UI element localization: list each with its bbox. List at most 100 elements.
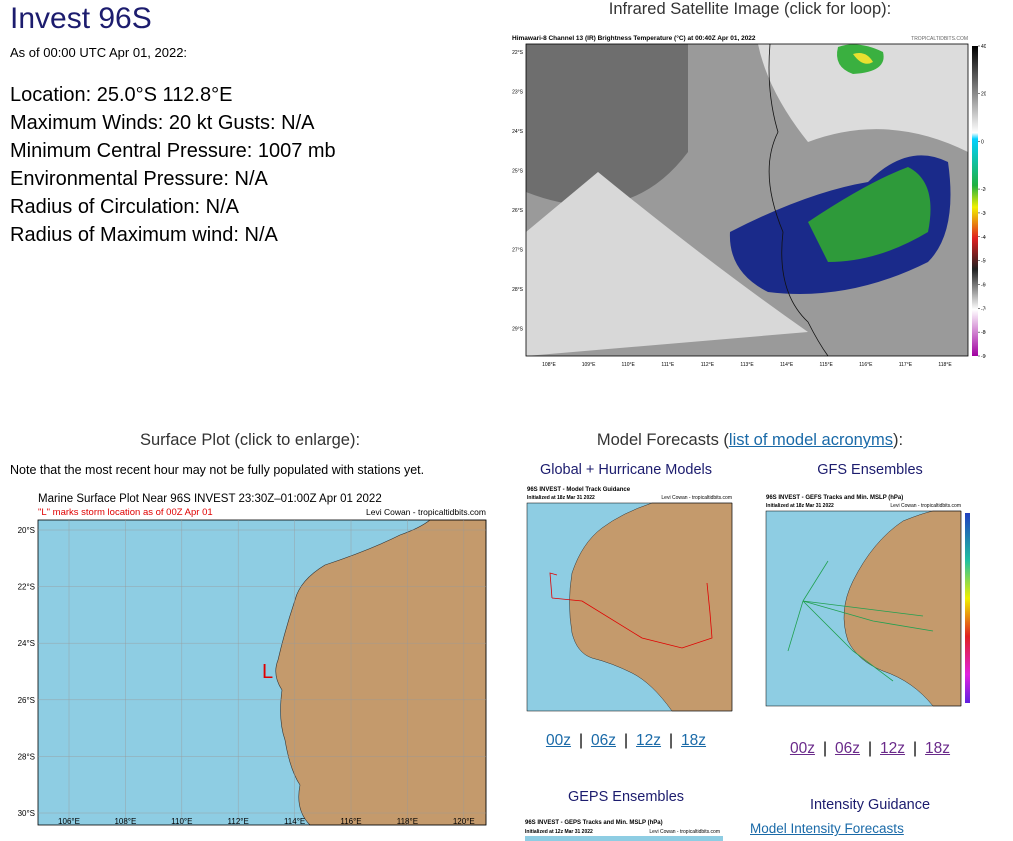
colorbar-label: -30 [981, 211, 986, 217]
detail: Environmental Pressure: N/A [10, 168, 268, 190]
gfs-tracks-image[interactable]: 96S INVEST - GEFS Tracks and Min. MSLP (… [763, 491, 975, 711]
intensity-title: Intensity Guidance [809, 797, 931, 813]
geps-tracks-image[interactable]: 96S INVEST - GEPS Tracks and Min. MSLP (… [522, 815, 727, 841]
run-link[interactable]: 00z [789, 740, 815, 757]
lon-label: 112°E [228, 817, 249, 826]
image-init: Initialized at 18z Mar 31 2022 [766, 503, 834, 509]
image-title: Marine Surface Plot Near 96S INVEST 23:3… [38, 493, 382, 505]
colorbar-label: -80 [981, 330, 986, 336]
lon-label: 106°E [58, 817, 80, 826]
lon-label: 108°E [542, 362, 556, 368]
lat-label: 28°S [18, 752, 35, 761]
colorbar [965, 513, 970, 703]
lon-label: 118°E [397, 817, 418, 826]
image-title: 96S INVEST - Model Track Guidance [527, 487, 631, 493]
colorbar-label: -20 [981, 187, 986, 193]
lat-label: 26°S [18, 696, 35, 705]
coastline [768, 43, 829, 357]
frame [526, 502, 733, 712]
run-link[interactable]: 00z [545, 732, 571, 749]
global-tracks-image[interactable]: 96S INVEST - Model Track Guidance Initia… [522, 483, 737, 718]
colorbar-label: 0 [981, 139, 984, 145]
image-title: Himawari-8 Channel 13 (IR) Brightness Te… [512, 34, 756, 42]
lon-label: 112°E [701, 362, 715, 368]
run-link[interactable]: 06z [834, 740, 860, 757]
credit: TROPICALTIDBITS.COM [911, 36, 968, 42]
colorbar-label: 40 [981, 44, 986, 50]
lon-label: 114°E [780, 362, 794, 368]
separator: | [867, 740, 873, 757]
image-title: 96S INVEST - GEPS Tracks and Min. MSLP (… [525, 820, 663, 826]
lat-label: 28°S [512, 287, 524, 293]
land [843, 510, 962, 707]
separator: | [913, 740, 918, 757]
cloud-bright [526, 172, 808, 356]
global-title: Global + Hurricane Models [539, 462, 713, 478]
as-of: As of 00:00 UTC Apr 01, 2022: [10, 45, 188, 60]
gfs-runs: 00z | 06z | 12z | 18z [790, 740, 950, 758]
lon-label: 114°E [284, 817, 305, 826]
acronyms-link[interactable]: list of model acronyms [728, 431, 894, 449]
gfs-title: GFS Ensembles [817, 462, 923, 478]
detail: Location: 25.0°S 112.8°E [10, 84, 233, 106]
lon-label: 111°E [661, 362, 675, 368]
colorbar [972, 46, 978, 356]
run-link[interactable]: 18z [681, 732, 707, 749]
lat-label: 25°S [512, 169, 524, 175]
colorbar-label: -60 [981, 282, 986, 288]
colorbar-label: 20 [981, 92, 986, 98]
lat-label: 30°S [18, 809, 35, 818]
track [549, 572, 713, 649]
land [569, 502, 733, 712]
lon-label: 108°E [114, 817, 136, 826]
satellite-heading: Infrared Satellite Image (click for loop… [608, 0, 892, 18]
cloud-bright [758, 44, 968, 152]
colorbar-label: -70 [981, 306, 986, 312]
image-title: 96S INVEST - GEFS Tracks and Min. MSLP (… [766, 495, 903, 501]
frame [37, 519, 487, 826]
lon-label: 110°E [622, 362, 636, 368]
image-init: Initialized at 18z Mar 31 2022 [527, 495, 595, 501]
intensity-link[interactable]: Model Intensity Forecasts [750, 821, 904, 836]
colorbar-label: -50 [981, 259, 986, 265]
ocean [525, 836, 723, 841]
run-link[interactable]: 18z [925, 740, 951, 757]
lon-label: 113°E [740, 362, 754, 368]
ensemble-tracks [787, 560, 934, 682]
storm-marker: L [262, 661, 273, 683]
image-init: Initialized at 12z Mar 31 2022 [525, 829, 593, 835]
heading-text: ): [893, 431, 904, 449]
lat-label: 24°S [512, 129, 524, 135]
separator: | [669, 732, 674, 749]
lon-label: 118°E [938, 362, 952, 368]
lon-label: 115°E [820, 362, 834, 368]
credit: Levi Cowan - tropicaltidbits.com [366, 507, 486, 517]
run-link[interactable]: 06z [590, 732, 616, 749]
frame [765, 510, 962, 707]
run-link[interactable]: 12z [880, 740, 906, 757]
run-link[interactable]: 12z [636, 732, 662, 749]
lon-label: 116°E [340, 817, 361, 826]
lat-label: 29°S [512, 327, 524, 333]
colorbar-label: -90 [981, 354, 986, 360]
detail: Minimum Central Pressure: 1007 mb [10, 140, 336, 162]
geps-title: GEPS Ensembles [567, 789, 685, 805]
lat-label: 27°S [512, 248, 524, 254]
separator: | [578, 732, 583, 749]
surface-plot[interactable]: L Marine Surface Plot Near 96S INVEST 23… [10, 490, 490, 827]
lat-label: 26°S [512, 208, 524, 214]
cold-tops [808, 167, 931, 262]
surface-note: Note that the most recent hour may not b… [10, 463, 425, 477]
surface-heading: Surface Plot (click to enlarge): [139, 431, 361, 449]
colorbar-label: -40 [981, 235, 986, 241]
lon-label: 109°E [582, 362, 596, 368]
cold-tops [853, 53, 873, 64]
lat-label: 22°S [512, 50, 524, 56]
separator: | [822, 740, 827, 757]
lat-label: 24°S [18, 639, 35, 648]
land [275, 519, 487, 826]
detail: Radius of Circulation: N/A [10, 196, 239, 218]
satellite-image[interactable]: Himawari-8 Channel 13 (IR) Brightness Te… [508, 32, 986, 370]
